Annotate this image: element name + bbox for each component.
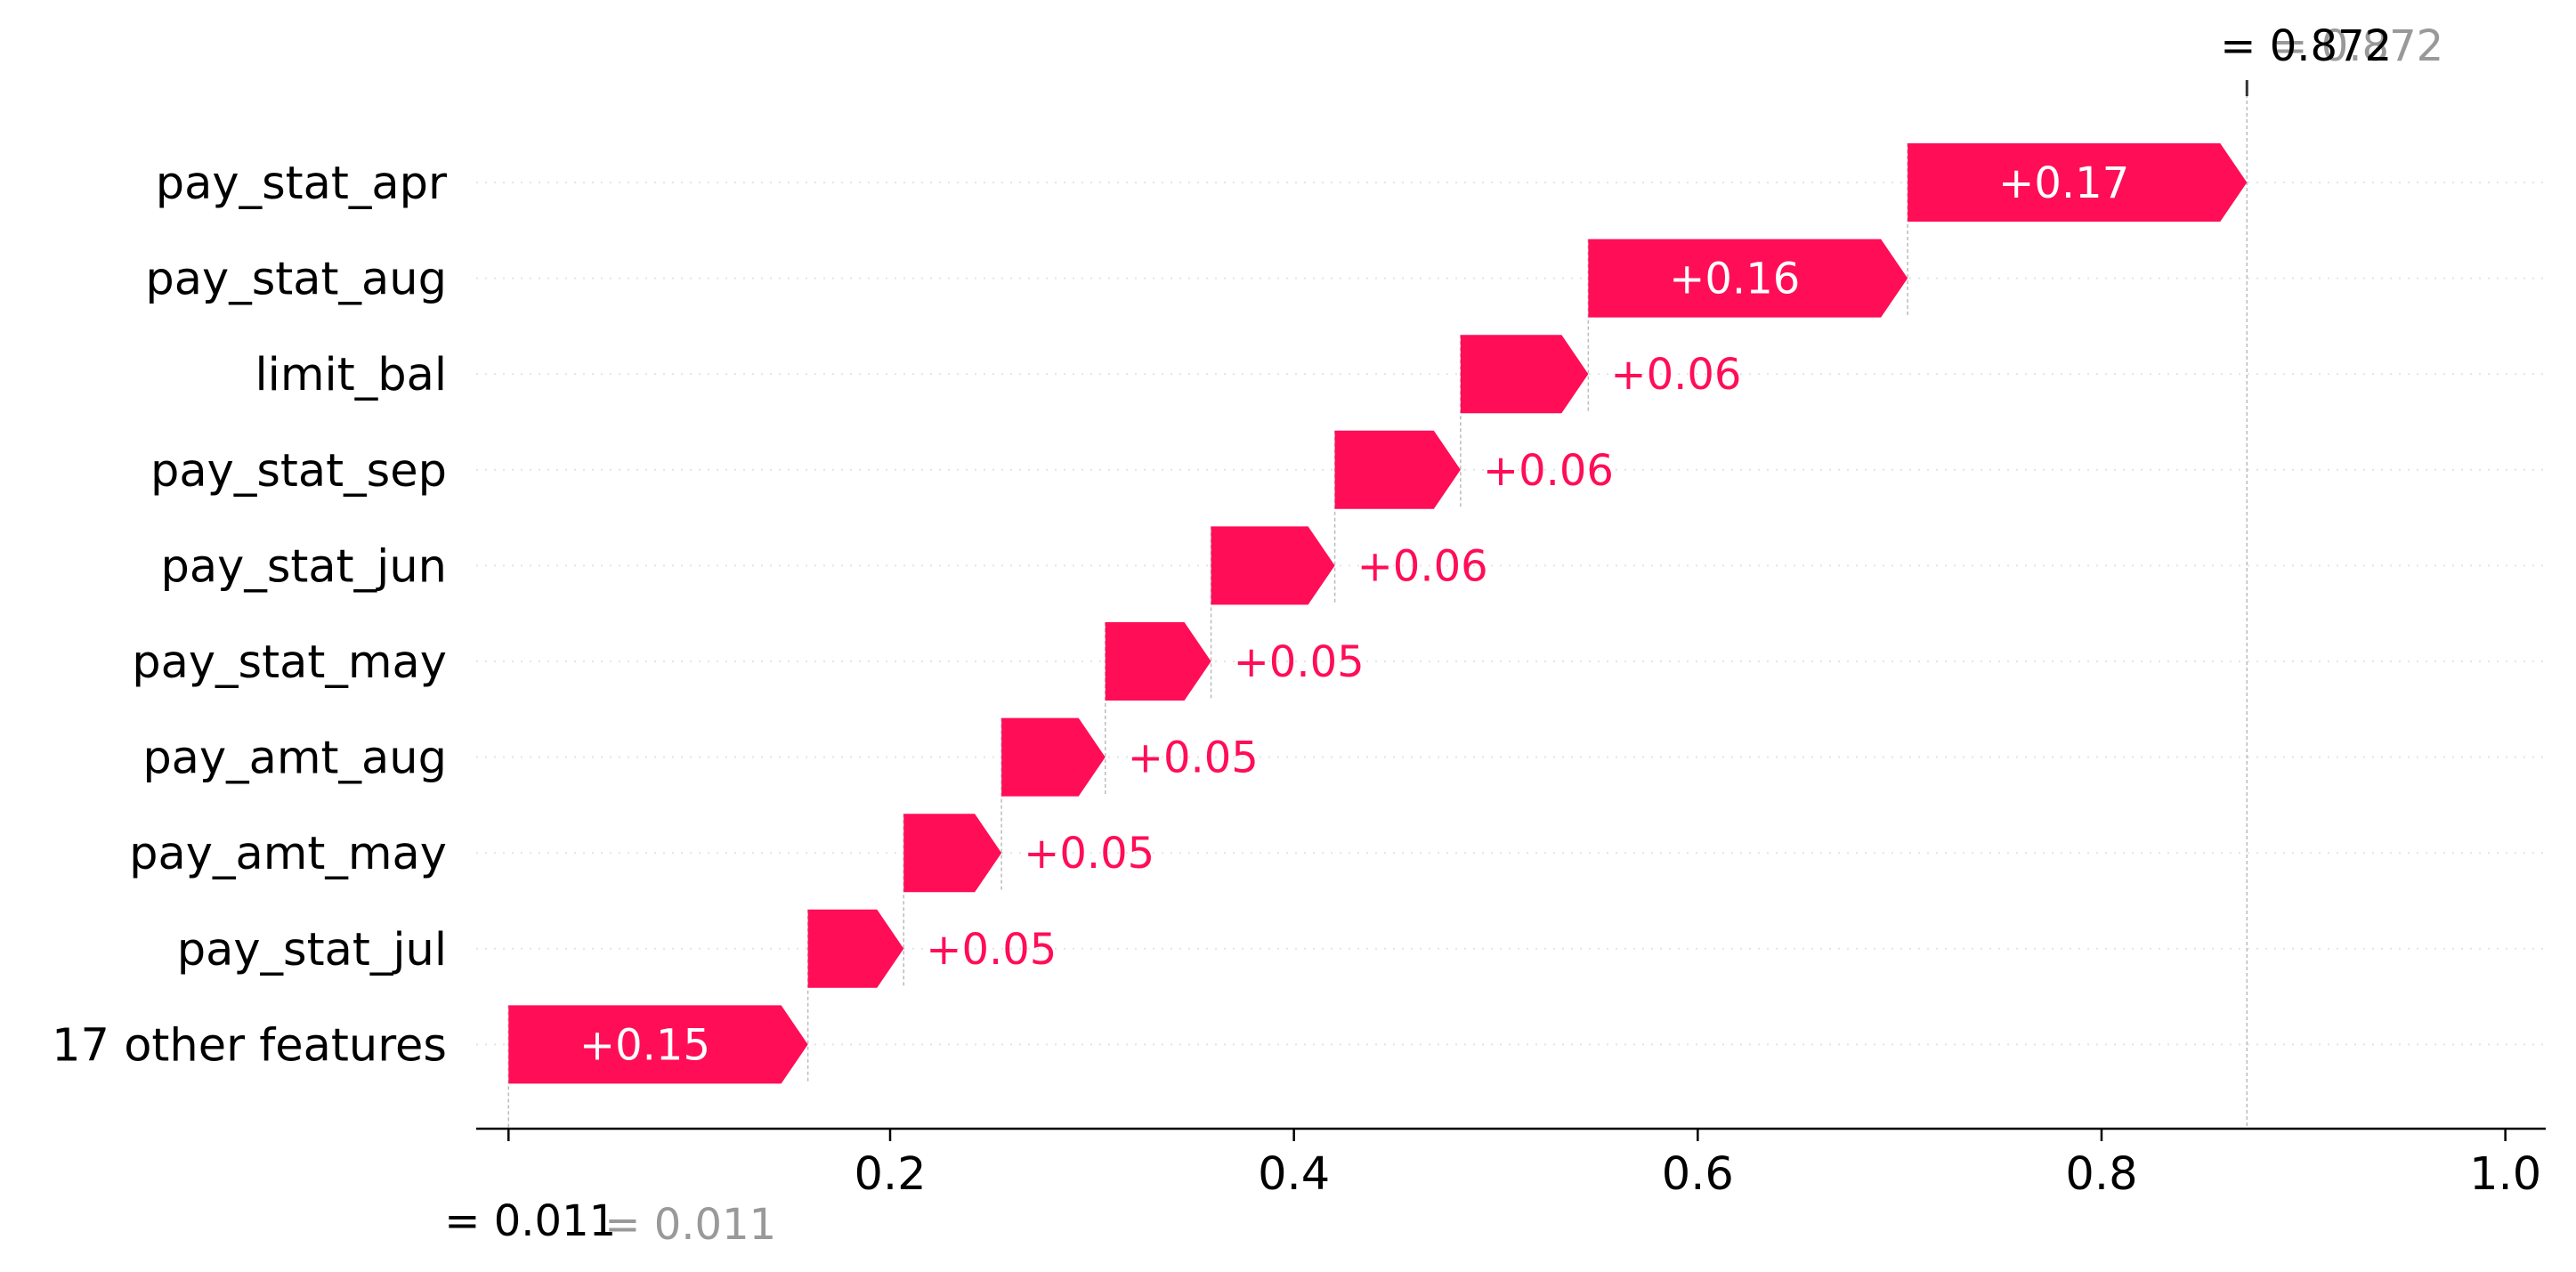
x-tick-label: 0.8 xyxy=(2065,1148,2137,1201)
contribution-label: +0.17 xyxy=(1998,158,2129,208)
bar-pay_stat_sep xyxy=(1334,430,1461,509)
gridlines xyxy=(476,182,2546,1046)
contribution-label: +0.05 xyxy=(1234,637,1365,687)
feature-name-label: pay_stat_apr xyxy=(156,158,447,210)
x-tick-label: 1.0 xyxy=(2469,1148,2541,1201)
bar-pay_stat_jun xyxy=(1211,526,1335,605)
bar-limit_bal xyxy=(1460,335,1589,414)
bar-pay_stat_may xyxy=(1105,622,1211,701)
contribution-label: +0.15 xyxy=(579,1020,710,1070)
feature-name-label: pay_amt_may xyxy=(129,828,447,880)
contribution-label: +0.16 xyxy=(1669,255,1800,304)
bar-pay_amt_aug xyxy=(1001,717,1106,797)
feature-name-label: pay_stat_sep xyxy=(150,445,447,498)
feature-name-label: pay_stat_jun xyxy=(161,540,447,593)
bar-17-other-features xyxy=(508,1005,808,1084)
x-axis: 0.2 0.4 0.6 0.8 1.0 xyxy=(476,1127,2546,1201)
bar-pay_stat_apr xyxy=(1908,143,2248,222)
x-tick-label: 0.2 xyxy=(854,1148,926,1201)
feature-labels: pay_stat_apr pay_stat_aug limit_bal pay_sta… xyxy=(52,158,447,1072)
base-value-ghost-label: = 0.011 xyxy=(604,1200,776,1250)
summary-values: = 0.872= 0.872 = 0.011= 0.011 xyxy=(444,21,2443,1250)
x-tick-label: 0.6 xyxy=(1662,1148,1734,1201)
base-value-label: = 0.011 xyxy=(444,1196,616,1246)
contribution-label: +0.06 xyxy=(1357,541,1488,591)
bars: +0.17 +0.16 +0.06 +0.06 +0.06 +0.05 +0.05 +0.05… xyxy=(508,143,2248,1084)
feature-name-label: 17 other features xyxy=(52,1019,447,1072)
feature-name-label: pay_stat_jul xyxy=(177,924,447,976)
feature-name-label: pay_stat_may xyxy=(132,636,447,689)
connectors xyxy=(507,80,2248,1129)
contribution-label: +0.05 xyxy=(1024,829,1154,879)
bar-pay_stat_jul xyxy=(807,909,904,988)
contribution-label: +0.06 xyxy=(1483,446,1614,496)
contribution-label: +0.05 xyxy=(926,925,1057,975)
contribution-label: +0.06 xyxy=(1610,350,1741,400)
bar-pay_amt_may xyxy=(903,814,1002,893)
final-value-label: = 0.872 xyxy=(2220,21,2392,71)
feature-name-label: limit_bal xyxy=(255,349,447,401)
feature-name-label: pay_stat_aug xyxy=(145,254,447,306)
feature-name-label: pay_amt_aug xyxy=(142,733,447,785)
contribution-label: +0.05 xyxy=(1128,733,1259,783)
bar-pay_stat_aug xyxy=(1588,239,1908,318)
x-tick-label: 0.4 xyxy=(1258,1148,1330,1201)
final-value-ghost-label: = 0.872 xyxy=(2272,21,2443,71)
